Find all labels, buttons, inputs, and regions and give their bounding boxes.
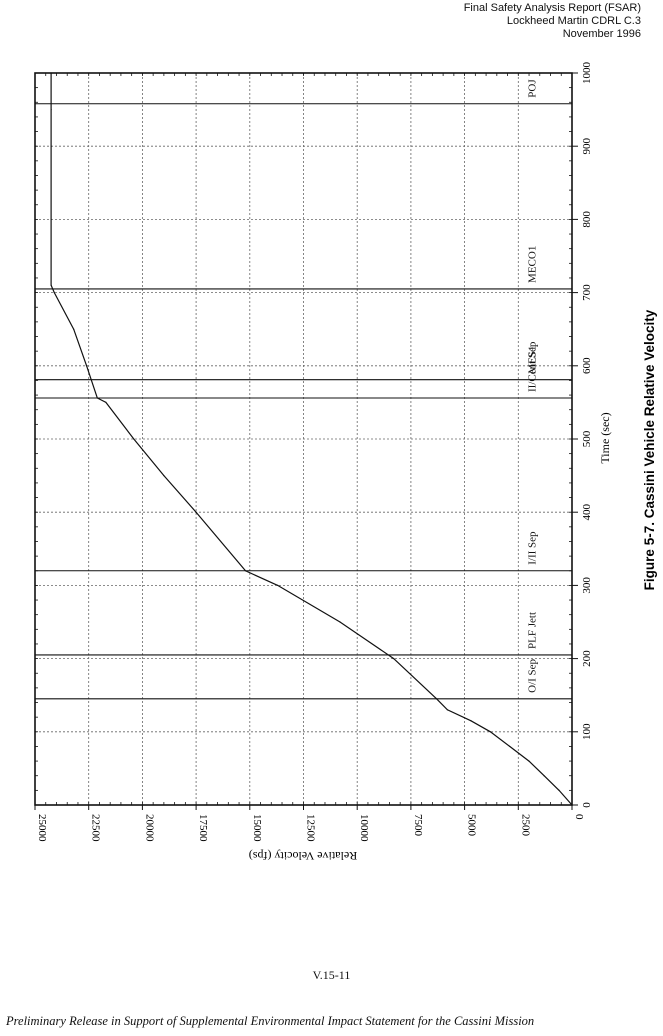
velocity-point: [470, 720, 472, 722]
event-label: O/I Sep: [526, 658, 538, 692]
time-tick-label: 600: [581, 357, 593, 374]
page-number: V.15-11: [312, 968, 351, 982]
report-header: Final Safety Analysis Report (FSAR) Lock…: [464, 2, 641, 41]
release-note: Preliminary Release in Support of Supple…: [6, 1014, 535, 1028]
time-tick-label: 0: [581, 802, 593, 808]
velocity-point: [85, 365, 88, 367]
cdrl-reference: Lockheed Martin CDRL C.3: [506, 15, 641, 27]
report-title: Final Safety Analysis Report (FSAR): [463, 2, 641, 14]
velocity-point: [489, 731, 491, 733]
time-tick-label: 500: [581, 430, 593, 447]
velocity-point: [96, 397, 98, 399]
velocity-tick-label: 12500: [305, 814, 317, 842]
x-axis-title: Time (sec): [598, 412, 612, 463]
time-tick-label: 400: [581, 503, 593, 520]
time-tick-label: 1000: [581, 62, 593, 85]
velocity-tick-label: 2500: [519, 814, 531, 837]
velocity-tick-label: 15000: [251, 814, 263, 842]
time-tick-label: 700: [581, 284, 593, 301]
line-layer: [50, 72, 573, 806]
plot-frame: [34, 72, 573, 806]
velocity-point: [73, 328, 75, 330]
velocity-point: [339, 621, 341, 623]
y-axis-title: Relative Velocity (fps): [249, 849, 357, 863]
event-label: I/II Sep: [526, 531, 538, 565]
velocity-point: [133, 438, 135, 440]
figure-caption: Figure 5-7. Cassini Vehicle Relative Vel…: [642, 309, 657, 590]
velocity-point: [50, 109, 52, 111]
grid-layer: [35, 73, 572, 805]
event-label: MECO1: [526, 246, 538, 283]
velocity-point: [50, 145, 52, 147]
velocity-point: [277, 584, 279, 587]
velocity-curve: [50, 73, 573, 806]
time-tick-label: 100: [581, 723, 593, 740]
velocity-tick-label: 17500: [197, 814, 209, 842]
event-label: POJ: [526, 79, 538, 98]
velocity-point: [543, 775, 545, 777]
velocity-point: [53, 292, 55, 294]
velocity-tick-label: 7500: [412, 814, 424, 837]
velocity-point: [105, 401, 107, 403]
velocity-tick-label: 0: [573, 814, 585, 820]
velocity-point: [528, 760, 530, 762]
velocity-point: [163, 475, 165, 477]
velocity-tick-label: 22500: [90, 814, 102, 842]
velocity-point: [509, 745, 511, 748]
velocity-point: [393, 658, 395, 660]
velocity-point: [195, 511, 197, 513]
time-tick-label: 300: [581, 577, 593, 594]
velocity-point: [50, 284, 52, 286]
time-tick-label: 800: [581, 211, 593, 228]
velocity-point: [244, 570, 247, 572]
velocity-point: [446, 709, 449, 711]
velocity-tick-label: 20000: [143, 814, 155, 842]
velocity-tick-label: 25000: [36, 814, 48, 842]
time-tick-label: 900: [581, 137, 593, 154]
report-date: November 1996: [562, 28, 641, 40]
velocity-tick-label: 10000: [358, 814, 370, 842]
tick-layer: 0100200300400500600700800900100002500500…: [34, 62, 593, 842]
velocity-point: [50, 218, 52, 220]
velocity-point: [558, 789, 560, 791]
velocity-point: [436, 698, 438, 700]
velocity-tick-label: 5000: [466, 814, 478, 837]
time-tick-label: 200: [581, 650, 593, 667]
event-label: PLF Jett: [526, 612, 538, 649]
event-label: MES1: [526, 346, 538, 374]
